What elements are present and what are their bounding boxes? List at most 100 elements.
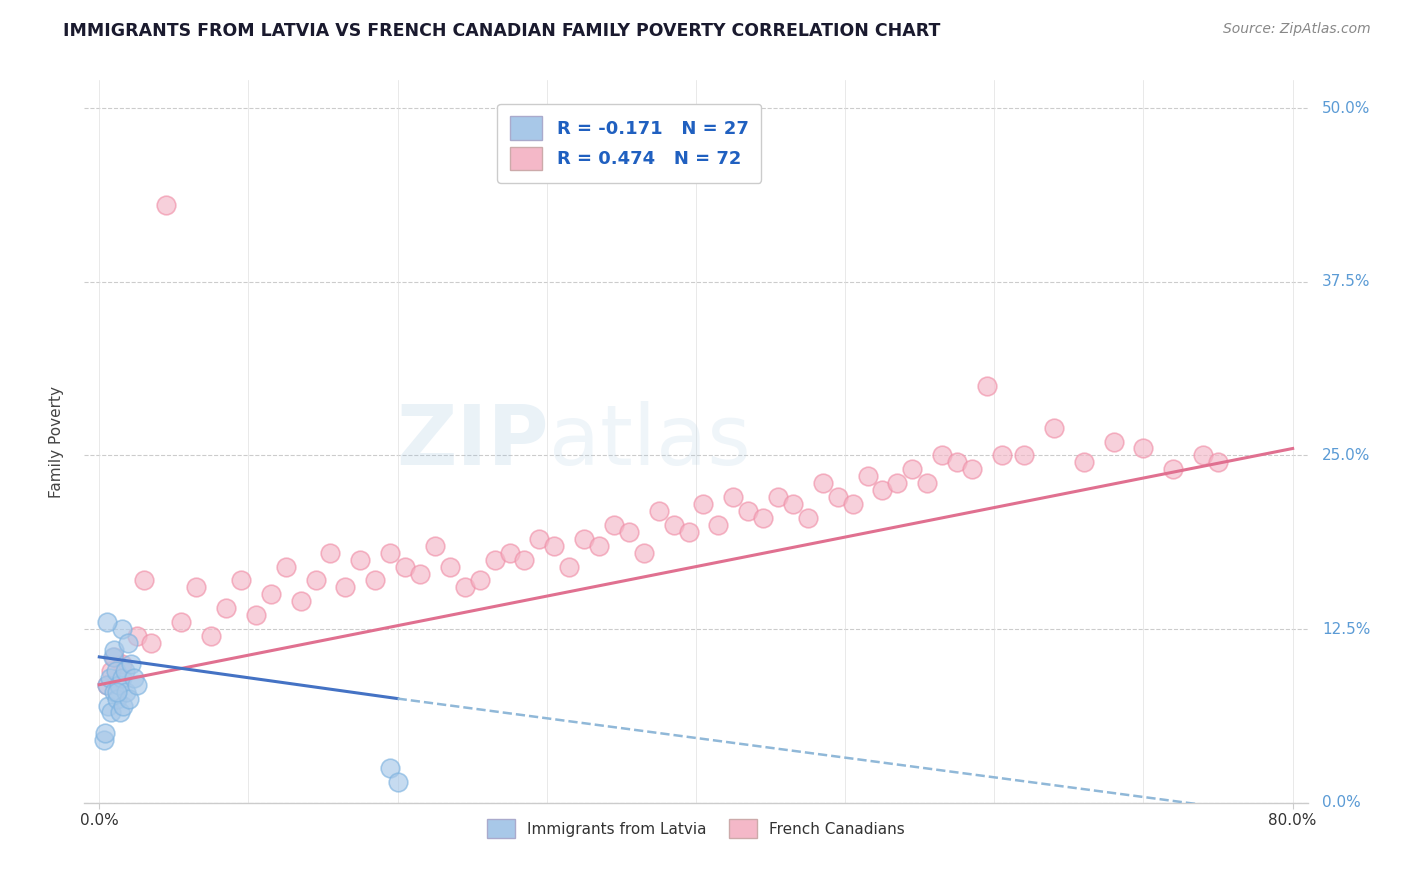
Point (100, 706, 122, 720)
Text: IMMIGRANTS FROM LATVIA VS FRENCH CANADIAN FAMILY POVERTY CORRELATION CHART: IMMIGRANTS FROM LATVIA VS FRENCH CANADIA… (63, 22, 941, 40)
Point (93, 733, 115, 747)
Point (104, 664, 127, 678)
Point (692, 497, 714, 511)
Text: ZIP: ZIP (396, 401, 550, 482)
Point (105, 691, 128, 706)
Point (423, 539, 446, 553)
Point (229, 574, 252, 588)
Point (260, 587, 283, 601)
Point (543, 539, 565, 553)
Point (468, 574, 491, 588)
Point (915, 476, 938, 491)
Point (766, 490, 789, 504)
Point (976, 379, 998, 393)
Point (112, 698, 135, 713)
Point (98, 671, 121, 685)
Point (105, 684, 128, 698)
Point (96, 615, 118, 630)
Point (752, 511, 775, 525)
Point (1012, 449, 1035, 463)
Point (245, 608, 267, 623)
Point (274, 559, 297, 574)
Point (662, 517, 685, 532)
Point (1102, 434, 1125, 449)
Point (111, 622, 134, 636)
Point (856, 469, 879, 483)
Point (394, 559, 416, 574)
Point (439, 559, 461, 574)
Point (797, 511, 820, 525)
Point (841, 497, 863, 511)
Point (872, 483, 894, 498)
Text: 0.0%: 0.0% (1322, 796, 1361, 810)
Point (304, 574, 326, 588)
Text: 37.5%: 37.5% (1322, 274, 1371, 289)
Point (901, 462, 924, 476)
Point (118, 691, 141, 706)
Point (946, 455, 969, 469)
Text: atlas: atlas (550, 401, 751, 482)
Point (678, 524, 700, 539)
Point (633, 546, 655, 560)
Point (101, 649, 124, 664)
Point (170, 615, 193, 630)
Point (103, 684, 125, 698)
Point (1163, 462, 1185, 476)
Point (588, 539, 610, 553)
Point (380, 761, 402, 775)
Text: 25.0%: 25.0% (1322, 448, 1371, 463)
Point (215, 601, 238, 615)
Point (1192, 449, 1215, 463)
Point (811, 476, 834, 491)
Point (114, 664, 136, 678)
Point (1132, 442, 1154, 456)
Point (111, 657, 134, 671)
Point (122, 671, 145, 685)
Point (364, 574, 387, 588)
Point (100, 664, 122, 678)
Point (737, 504, 759, 518)
Point (380, 546, 402, 560)
Point (96, 678, 118, 692)
Point (335, 581, 357, 595)
Point (603, 517, 626, 532)
Text: 12.5%: 12.5% (1322, 622, 1371, 637)
Point (572, 532, 595, 546)
Point (115, 684, 138, 698)
Point (132, 574, 155, 588)
Point (647, 504, 669, 518)
Point (513, 552, 536, 566)
Point (558, 559, 581, 574)
Point (1206, 455, 1229, 469)
Point (103, 649, 125, 664)
Point (827, 490, 849, 504)
Y-axis label: Family Poverty: Family Poverty (49, 385, 63, 498)
Point (529, 532, 551, 546)
Point (186, 581, 208, 595)
Point (349, 552, 371, 566)
Point (117, 636, 139, 650)
Point (125, 629, 148, 643)
Point (200, 629, 222, 643)
Text: Source: ZipAtlas.com: Source: ZipAtlas.com (1223, 22, 1371, 37)
Point (1073, 455, 1095, 469)
Point (141, 636, 163, 650)
Point (290, 594, 312, 608)
Point (96, 678, 118, 692)
Point (498, 546, 520, 560)
Point (931, 449, 953, 463)
Point (960, 462, 983, 476)
Point (319, 546, 342, 560)
Point (723, 490, 745, 504)
Point (387, 775, 409, 789)
Point (991, 449, 1014, 463)
Point (120, 657, 142, 671)
Point (484, 552, 506, 566)
Point (409, 566, 432, 581)
Point (108, 706, 131, 720)
Point (617, 524, 640, 539)
Point (103, 643, 125, 657)
Point (886, 476, 908, 491)
Point (782, 497, 804, 511)
Point (1043, 420, 1066, 434)
